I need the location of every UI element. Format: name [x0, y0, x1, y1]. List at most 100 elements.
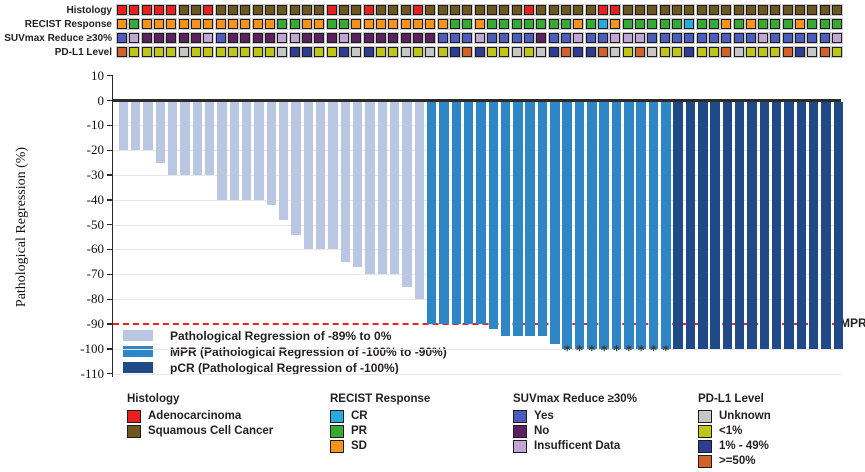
- waterfall-bar: [143, 102, 153, 151]
- waterfall-bar: [167, 102, 178, 175]
- y-axis-tick: [106, 100, 112, 102]
- waterfall-bar: [291, 102, 301, 235]
- waterfall-bar: [278, 102, 289, 220]
- y-tick-label: 10: [91, 67, 104, 83]
- waterfall-bar: [192, 102, 202, 175]
- y-axis-tick: [106, 323, 112, 325]
- track-cell: [684, 5, 695, 15]
- track-cell: [129, 33, 140, 43]
- track-cell: [511, 5, 522, 15]
- track-cell: [215, 47, 226, 57]
- track-cell: [647, 5, 658, 15]
- legend-swatch: [698, 410, 712, 423]
- legend-item-label: >=50%: [719, 455, 756, 467]
- track-cell: [117, 19, 127, 29]
- legend-group: SUVmax Reduce ≥30% Yes No Insufficent Data: [513, 393, 703, 454]
- track-label: Histology: [66, 5, 112, 16]
- track-cell: [499, 5, 510, 15]
- track-cell: [548, 33, 559, 43]
- waterfall-bar: [328, 102, 338, 250]
- track-cell: [153, 19, 164, 29]
- legend-swatch: [698, 425, 712, 438]
- track-cell: [388, 33, 399, 43]
- track-cell: [610, 5, 621, 15]
- significance-asterisk: *: [563, 344, 571, 359]
- track-cell: [597, 47, 608, 57]
- track-cell: [560, 19, 571, 29]
- track-cell: [758, 5, 769, 15]
- track-cell: [684, 19, 695, 29]
- waterfall-bar: [513, 102, 523, 337]
- track-cell: [548, 47, 559, 57]
- track-cell: [203, 47, 214, 57]
- track-cell: [782, 33, 793, 43]
- track-cell: [351, 19, 362, 29]
- track-cell: [338, 5, 349, 15]
- track-cell: [227, 47, 238, 57]
- legend-swatch: [330, 425, 344, 438]
- waterfall-bar: [722, 102, 733, 349]
- track-cell: [523, 19, 534, 29]
- track-cell: [659, 47, 670, 57]
- track-cell: [264, 19, 275, 29]
- track-cell: [622, 5, 633, 15]
- track-cell: [289, 33, 300, 43]
- track-cell: [129, 47, 140, 57]
- track-cell: [474, 33, 485, 43]
- track-cell: [400, 5, 411, 15]
- legend-group: RECIST Response CR PR SD: [330, 393, 520, 454]
- legend-item: Unknown: [698, 409, 865, 424]
- significance-asterisk: *: [625, 344, 633, 359]
- mpr-threshold-line: [113, 322, 838, 325]
- track-cell: [375, 47, 386, 57]
- waterfall-bar: [673, 102, 683, 349]
- track-cell: [560, 33, 571, 43]
- track-cell: [770, 5, 781, 15]
- track-cell: [634, 33, 645, 43]
- track-cell: [585, 5, 596, 15]
- track-cell: [499, 47, 510, 57]
- legend-item: SD: [330, 439, 520, 454]
- track-cell: [597, 33, 608, 43]
- track-cell: [536, 5, 547, 15]
- track-cell: [400, 33, 411, 43]
- track-cell: [597, 5, 608, 15]
- waterfall-bar: [500, 102, 511, 337]
- track-cell: [684, 47, 695, 57]
- waterfall-bar: [710, 102, 720, 349]
- legend-item-label: PR: [351, 425, 367, 437]
- waterfall-bar: [217, 102, 227, 200]
- track-cell: [770, 19, 781, 29]
- track-cell: [412, 19, 423, 29]
- track-cell: [548, 5, 559, 15]
- y-axis-tick: [106, 348, 112, 350]
- track-cell: [412, 33, 423, 43]
- waterfall-bar: [377, 102, 387, 275]
- track-row-suvmax: SUVmax Reduce ≥30%: [0, 33, 865, 46]
- track-cell: [375, 5, 386, 15]
- track-cell: [338, 47, 349, 57]
- waterfall-bar: [340, 102, 350, 262]
- track-cell: [351, 33, 362, 43]
- track-cell: [252, 47, 263, 57]
- track-cell: [117, 33, 127, 43]
- legend-item: No: [513, 424, 703, 439]
- track-cell: [770, 47, 781, 57]
- track-cell: [733, 5, 744, 15]
- track-cell: [326, 47, 337, 57]
- y-tick-label: 0: [97, 92, 105, 108]
- track-cell: [252, 5, 263, 15]
- track-cell: [400, 19, 411, 29]
- waterfall-bar: [315, 102, 326, 250]
- legend-item-label: 1% - 49%: [719, 440, 769, 452]
- track-cell: [486, 33, 497, 43]
- waterfall-bar: [451, 102, 461, 324]
- track-cell: [153, 33, 164, 43]
- legend-swatch: [513, 425, 527, 438]
- waterfall-bar: [180, 102, 190, 175]
- track-cell: [511, 47, 522, 57]
- legend-item: <1%: [698, 424, 865, 439]
- track-cell: [634, 5, 645, 15]
- track-cell: [782, 5, 793, 15]
- track-cell: [523, 5, 534, 15]
